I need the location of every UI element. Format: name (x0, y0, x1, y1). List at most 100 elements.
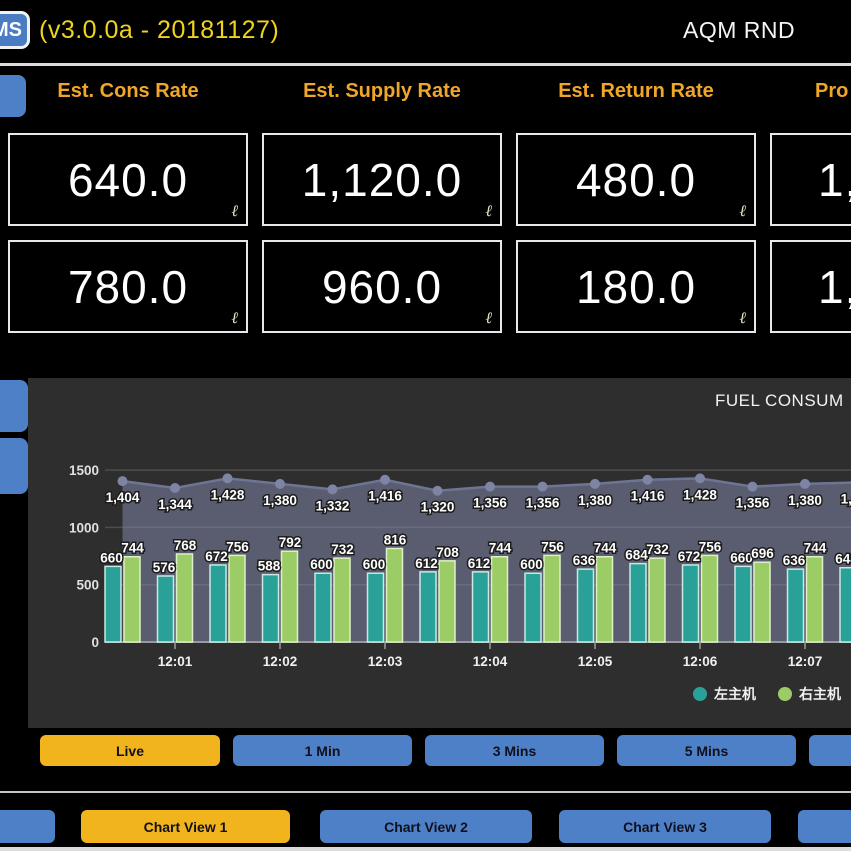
legend-item-0[interactable]: 左主机 (693, 684, 756, 704)
time-button-live[interactable]: Live (40, 735, 220, 766)
bar-left-engine (681, 564, 700, 643)
rate-header-3: Pro (815, 80, 849, 102)
rate-value-box-3-0: 1, (770, 133, 851, 226)
x-tick-label: 12:05 (578, 654, 613, 669)
bar-right-engine (123, 555, 141, 643)
x-tick-label: 12:04 (473, 654, 508, 669)
x-tick-label: 12:01 (158, 654, 193, 669)
view-button-chart-view-3[interactable]: Chart View 3 (559, 810, 771, 843)
chart-side-button-2-partial[interactable] (0, 438, 28, 494)
total-label: 1,356 (526, 496, 560, 511)
fuel-consumption-chart-panel: FUEL CONSUM 0 500 1000 1500 660 744 576 768 672 7… (28, 378, 851, 728)
legend-item-1[interactable]: 右主机 (778, 684, 841, 704)
y-tick-label: 1000 (69, 520, 99, 535)
time-button-3-mins[interactable]: 3 Mins (425, 735, 604, 766)
rate-value: 180.0 (575, 260, 697, 313)
rate-value-box-2-0: 480.0 ℓ (516, 133, 756, 226)
bar-label-right: 744 (121, 541, 144, 556)
total-area-fill (122, 478, 851, 642)
bar-label-left: 576 (153, 560, 176, 575)
total-marker (537, 481, 548, 492)
bar-label-right: 756 (541, 539, 564, 554)
total-label: 1,380 (788, 493, 822, 508)
station-label: AQM RND (683, 17, 796, 43)
bar-right-engine (700, 554, 719, 643)
bar-left-engine (839, 566, 851, 643)
rate-header-1: Est. Supply Rate (303, 80, 461, 102)
bar-left-engine (471, 571, 490, 643)
bar-left-engine (734, 565, 752, 643)
total-label: 1,344 (158, 497, 192, 512)
rate-value-box-2-1: 180.0 ℓ (516, 240, 756, 333)
total-label: 1,428 (683, 487, 717, 502)
bar-label-right: 708 (436, 545, 459, 560)
rate-value: 1, (818, 153, 851, 206)
bar-left-engine (629, 562, 647, 643)
view-button-partial-4[interactable] (798, 810, 851, 843)
bar-right-engine (385, 547, 404, 643)
bar-right-engine (805, 555, 824, 643)
bottom-edge-line (0, 847, 851, 851)
rate-value: 1, (818, 260, 851, 313)
y-tick-label: 500 (76, 578, 99, 593)
bar-right-engine (595, 555, 614, 643)
rate-value-box-0-0: 640.0 ℓ (8, 133, 248, 226)
bar-left-engine (156, 575, 175, 643)
bar-label-left: 636 (573, 553, 596, 568)
time-button-partial-4[interactable] (809, 735, 851, 766)
view-button-chart-view-1[interactable]: Chart View 1 (81, 810, 290, 843)
title-divider (0, 63, 851, 66)
total-marker (170, 482, 180, 493)
side-button-top-partial[interactable] (0, 75, 26, 117)
bar-label-right: 768 (174, 538, 197, 553)
liter-unit: ℓ (739, 201, 746, 220)
app-menu-button[interactable]: MS (0, 11, 30, 49)
bar-label-left: 636 (783, 553, 806, 568)
bar-label-right: 744 (594, 541, 617, 556)
total-label: 1,428 (211, 487, 245, 502)
total-label: 1,392 (841, 491, 851, 506)
total-label: 1,332 (316, 498, 350, 513)
x-tick-label: 12:02 (263, 654, 298, 669)
total-marker (590, 478, 600, 489)
chart-legend: 左主机 右主机 (693, 684, 841, 704)
bar-label-right: 732 (331, 542, 354, 557)
rate-value: 780.0 (67, 260, 189, 313)
total-marker (485, 481, 495, 492)
total-label: 1,380 (578, 493, 612, 508)
time-button-1-min[interactable]: 1 Min (233, 735, 412, 766)
view-button-partial-0[interactable] (0, 810, 55, 843)
total-marker (117, 476, 128, 487)
bar-right-engine (543, 554, 561, 643)
rate-value: 480.0 (575, 153, 697, 206)
bar-right-engine (490, 555, 509, 643)
bar-label-right: 816 (384, 532, 407, 547)
chart-side-button-1-partial[interactable] (0, 380, 28, 432)
liter-unit: ℓ (231, 201, 238, 220)
bar-right-engine (333, 557, 351, 643)
bar-label-right: 756 (699, 539, 722, 554)
chart-title: FUEL CONSUM (715, 391, 844, 410)
time-button-5-mins[interactable]: 5 Mins (617, 735, 796, 766)
x-tick-label: 12:07 (788, 654, 823, 669)
bar-right-engine (753, 561, 771, 643)
bar-right-engine (280, 550, 299, 643)
liter-unit: ℓ (485, 201, 492, 220)
view-button-chart-view-2[interactable]: Chart View 2 (320, 810, 532, 843)
legend-dot (778, 687, 792, 701)
legend-label: 右主机 (799, 686, 841, 702)
bar-label-left: 612 (415, 556, 438, 571)
total-label: 1,320 (421, 500, 455, 515)
bar-label-left: 672 (205, 549, 228, 564)
liter-unit: ℓ (231, 308, 238, 327)
total-marker (695, 473, 705, 484)
fuel-consumption-chart: 0500100015006607445767686727565887926007… (69, 463, 851, 669)
bar-label-right: 696 (751, 546, 774, 561)
bar-right-engine (175, 553, 194, 643)
total-marker (380, 474, 390, 485)
bar-left-engine (419, 571, 437, 643)
rate-value-box-1-1: 960.0 ℓ (262, 240, 502, 333)
liter-unit: ℓ (485, 308, 492, 327)
bar-label-left: 612 (468, 556, 491, 571)
x-tick-label: 12:06 (683, 654, 718, 669)
